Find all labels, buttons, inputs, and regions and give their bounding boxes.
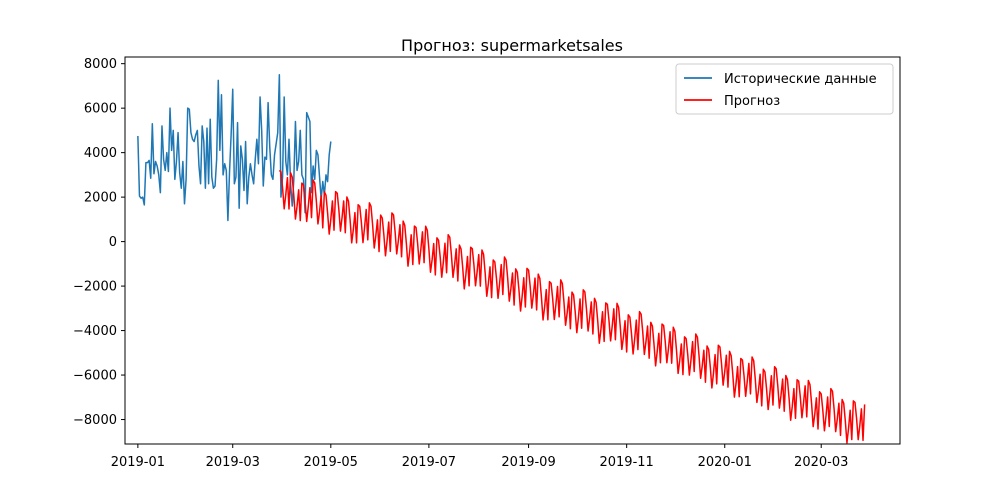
y-tick-label: −6000 — [73, 369, 117, 384]
y-tick-label: 2000 — [84, 191, 117, 206]
y-tick-label: −2000 — [73, 280, 117, 295]
x-tick-label: 2019-09 — [501, 455, 555, 470]
x-tick-label: 2020-01 — [698, 455, 752, 470]
legend-label: Исторические данные — [724, 72, 877, 87]
x-tick-label: 2020-03 — [794, 455, 848, 470]
legend: Исторические данные Прогноз — [675, 63, 894, 115]
series-line-historical — [137, 74, 332, 222]
y-tick-label: 4000 — [84, 146, 117, 161]
series-line-forecast — [278, 169, 866, 444]
legend-box — [675, 63, 894, 115]
axes: 8000 6000 4000 2000 0 −2000 −4000 −6000 −8000 201… — [73, 56, 901, 470]
x-tick-label: 2019-01 — [111, 455, 165, 470]
x-tick-label: 2019-11 — [599, 455, 653, 470]
legend-label: Прогноз — [724, 94, 780, 109]
y-tick-label: 0 — [109, 235, 117, 250]
chart-title: Прогноз: supermarketsales — [401, 36, 623, 55]
y-tick-label: 8000 — [84, 57, 117, 72]
x-tick-label: 2019-03 — [206, 455, 260, 470]
plot-area — [137, 74, 866, 444]
x-tick-label: 2019-07 — [402, 455, 456, 470]
x-tick-label: 2019-05 — [304, 455, 358, 470]
y-tick-label: 6000 — [84, 102, 117, 117]
y-tick-label: −8000 — [73, 413, 117, 428]
y-tick-label: −4000 — [73, 324, 117, 339]
axes-frame — [124, 56, 901, 445]
